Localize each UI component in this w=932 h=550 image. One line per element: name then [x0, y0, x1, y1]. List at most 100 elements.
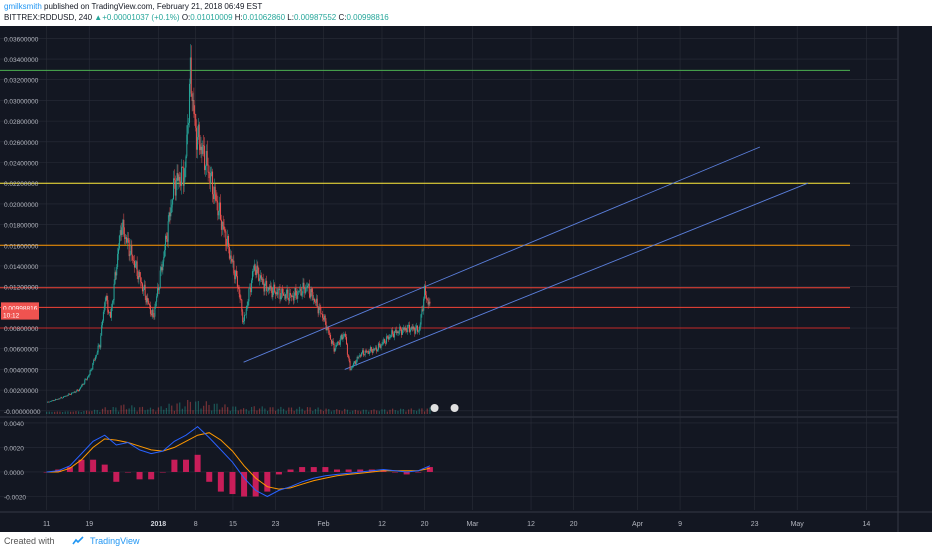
macd-histogram-bar: [415, 471, 422, 473]
candle-body: [311, 288, 313, 293]
candle-body: [384, 339, 386, 343]
macd-histogram-bar: [299, 467, 306, 472]
volume-bar: [373, 409, 375, 414]
volume-bar: [64, 411, 66, 414]
candle-body: [385, 342, 387, 344]
candle-body: [236, 276, 238, 287]
volume-bar: [187, 400, 189, 414]
macd-histogram-bar: [322, 467, 329, 472]
candle-body: [400, 326, 402, 330]
volume-bar: [69, 411, 72, 414]
symbol-label: BITTREX:RDDUSD, 240: [4, 13, 93, 22]
macd-histogram-bar: [78, 459, 85, 472]
candle-body: [131, 245, 133, 255]
candle-body: [141, 283, 143, 292]
volume-bar: [125, 409, 128, 414]
candle-body: [86, 378, 88, 380]
volume-bar: [341, 411, 343, 414]
volume-bar: [171, 405, 173, 414]
candle-body: [306, 287, 308, 289]
candle-body: [254, 264, 256, 270]
candle-body: [221, 221, 223, 230]
candle-body: [61, 397, 63, 399]
publish-info: published on TradingView.com, February 2…: [44, 2, 263, 11]
price-tick-label: 0.02200000: [4, 181, 39, 188]
candle-body: [411, 327, 413, 329]
candle-body: [70, 394, 72, 395]
candle-body: [105, 295, 107, 302]
volume-bar: [330, 411, 333, 414]
candle-body: [62, 397, 64, 399]
candle-body: [340, 334, 342, 339]
volume-bar: [144, 410, 146, 414]
price-tick-label: 0.01800000: [4, 223, 39, 230]
volume-bar: [184, 406, 186, 414]
candle-body: [139, 271, 141, 278]
chart-header: gmilksmith published on TradingView.com,…: [0, 0, 932, 26]
volume-bar: [304, 410, 306, 414]
candle-body: [219, 202, 221, 212]
candle-body: [182, 166, 184, 186]
candle-body: [133, 260, 135, 261]
candle-body: [338, 341, 340, 343]
candle-body: [212, 194, 214, 200]
candle-body: [402, 327, 404, 331]
candle-body: [167, 221, 169, 242]
candle-body: [220, 202, 222, 220]
candle-body: [370, 347, 372, 352]
price-label-text: 10:12: [3, 313, 20, 320]
candle-body: [298, 291, 300, 293]
candle-body: [146, 297, 148, 303]
macd-histogram-bar: [229, 471, 236, 495]
volume-bar: [59, 411, 61, 414]
volume-bar: [362, 409, 364, 414]
candle-body: [170, 207, 172, 217]
candle-body: [194, 113, 196, 115]
candle-body: [245, 308, 247, 315]
candle-body: [149, 305, 151, 314]
volume-bar: [213, 403, 215, 414]
candle-body: [292, 295, 294, 301]
candle-body: [201, 146, 203, 154]
candle-body: [410, 327, 412, 330]
volume-bar: [320, 409, 322, 414]
volume-bar: [309, 407, 311, 414]
volume-bar: [400, 408, 402, 414]
candle-body: [372, 349, 374, 353]
candle-body: [166, 239, 168, 242]
candle-body: [135, 261, 137, 264]
candle-body: [360, 355, 362, 356]
candle-body: [110, 308, 112, 318]
candle-body: [299, 288, 301, 291]
volume-bar: [306, 407, 309, 414]
candle-body: [428, 301, 430, 305]
candle-body: [387, 336, 389, 340]
candle-body: [417, 331, 419, 333]
candle-body: [140, 277, 142, 282]
candle-body: [186, 134, 188, 157]
candle-body: [218, 211, 220, 216]
time-tick-label: 11: [43, 521, 50, 528]
candle-body: [104, 301, 106, 307]
macd-histogram-bar: [333, 469, 340, 472]
candle-body: [369, 351, 371, 354]
candle-body: [125, 237, 127, 243]
time-tick-label: 2018: [151, 521, 167, 528]
candle-body: [73, 391, 75, 393]
chart-canvas[interactable]: 0.03600000 0.03400000 0.03200000 0.03000000…: [0, 26, 932, 532]
candle-body: [86, 377, 88, 380]
candle-body: [47, 401, 49, 403]
time-tick-label: 23: [272, 521, 280, 528]
candle-body: [137, 275, 139, 280]
tradingview-brand-link[interactable]: TradingView: [90, 536, 140, 546]
author-link[interactable]: gmilksmith: [4, 2, 42, 11]
candle-body: [272, 290, 274, 298]
candle-body: [92, 363, 94, 370]
candle-body: [257, 265, 259, 268]
volume-bar: [368, 411, 370, 414]
volume-bar: [67, 411, 69, 414]
volume-bar: [101, 408, 104, 414]
macd-histogram-bar: [66, 467, 73, 472]
candle-body: [83, 383, 85, 385]
volume-bar: [165, 408, 168, 414]
